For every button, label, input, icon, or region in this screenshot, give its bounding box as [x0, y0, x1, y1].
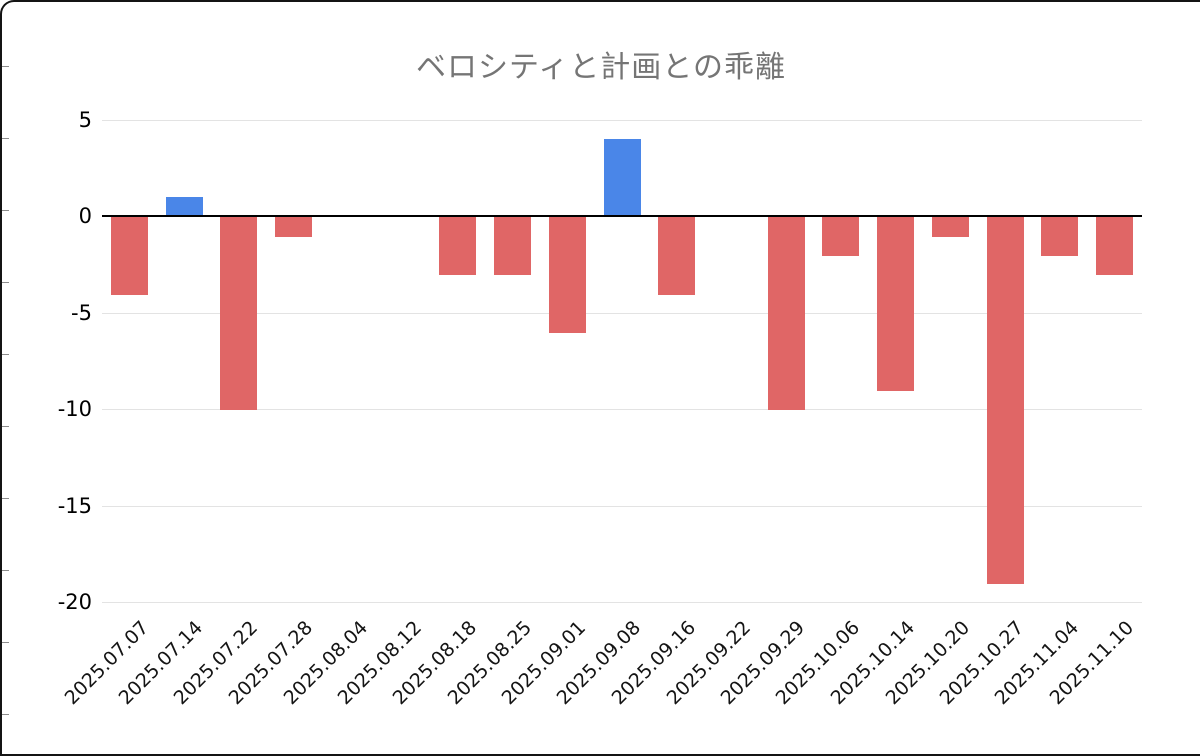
- bar-2025.08.18: [439, 217, 477, 276]
- bar-2025.10.14: [877, 217, 915, 391]
- bar-2025.09.01: [548, 217, 586, 334]
- y-axis-label: 5: [78, 108, 92, 132]
- bar-2025.11.04: [1041, 217, 1079, 256]
- bar-2025.10.20: [931, 217, 969, 237]
- gridline: [102, 120, 1142, 121]
- zero-axis-line: [102, 215, 1142, 218]
- y-axis-label: -10: [57, 397, 92, 422]
- gridline: [102, 505, 1142, 507]
- bar-2025.10.27: [986, 217, 1024, 584]
- y-axis-label: -5: [71, 300, 92, 325]
- bar-2025.07.07: [110, 217, 148, 295]
- spreadsheet-row-ticks: [2, 66, 9, 734]
- bar-2025.08.25: [494, 217, 532, 276]
- bar-2025.11.10: [1096, 217, 1134, 276]
- chart-title: ベロシティと計画との乖離: [416, 50, 786, 85]
- gridline: [102, 409, 1142, 411]
- bar-2025.09.29: [767, 217, 805, 411]
- y-axis-label: -20: [57, 590, 92, 614]
- gridline: [102, 602, 1142, 603]
- y-axis-label: -15: [57, 493, 92, 518]
- bar-2025.09.16: [658, 217, 696, 295]
- bar-2025.07.14: [165, 197, 203, 217]
- bar-2025.07.22: [220, 217, 258, 411]
- bar-2025.10.06: [822, 217, 860, 256]
- bar-2025.07.28: [275, 217, 313, 237]
- gridline: [102, 312, 1142, 314]
- bar-2025.09.08: [603, 139, 641, 217]
- y-axis-label: 0: [78, 204, 92, 229]
